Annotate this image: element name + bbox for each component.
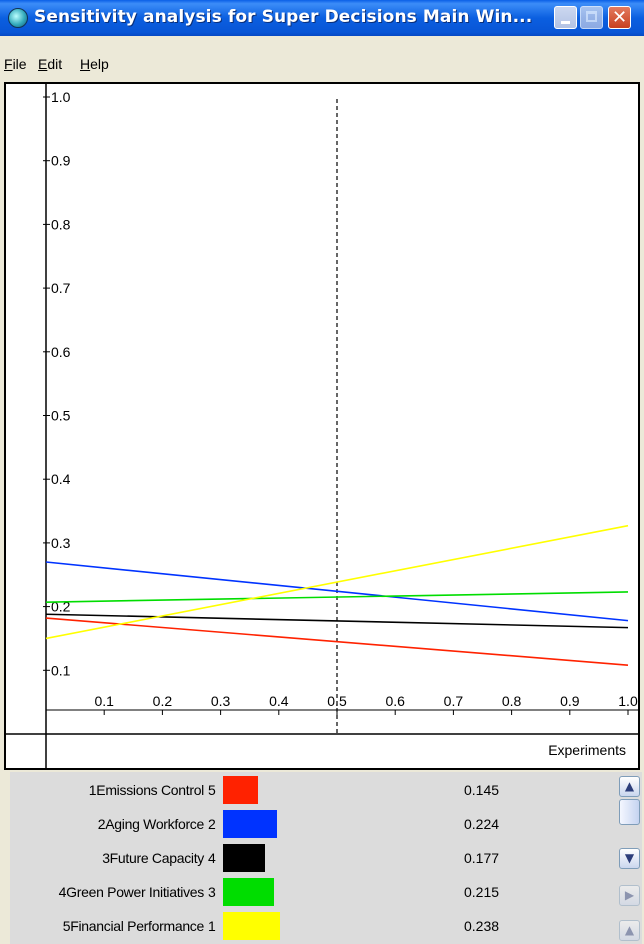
legend-label: 2Aging Workforce [97, 816, 205, 832]
chevron-up-icon: ▲ [624, 779, 635, 793]
y-tick-label: 0.7 [51, 280, 71, 296]
legend-swatch-bar [223, 810, 277, 838]
x-tick-label: 0.6 [385, 693, 405, 709]
y-tick-label: 0.6 [51, 344, 71, 360]
legend-row[interactable]: 5Financial Performance 1 0.238 [10, 908, 610, 942]
menu-edit[interactable]: Edit [38, 56, 63, 72]
x-tick-label: 0.7 [444, 693, 464, 709]
maximize-button[interactable] [580, 6, 603, 29]
legend-swatch-bar [223, 912, 280, 940]
legend-value: 0.145 [464, 782, 500, 798]
x-axis-title: Experiments [548, 742, 626, 758]
chevron-down-icon: ▼ [624, 851, 635, 865]
legend-rank: 1 [208, 918, 216, 934]
legend-rank: 3 [208, 884, 216, 900]
y-tick-label: 0.3 [51, 535, 71, 551]
menu-file[interactable]: File [4, 56, 27, 72]
legend-swatch-bar [223, 878, 274, 906]
legend-row[interactable]: 1Emissions Control 5 0.145 [10, 772, 610, 806]
series-line [45, 617, 629, 667]
legend-rank: 4 [208, 850, 216, 866]
sensitivity-chart: 0.1 0.2 0.3 0.4 0.5 0.6 0.7 0.8 0.9 1.0 0.1 0.2 0.3 0… [4, 82, 640, 770]
scroll-thumb[interactable] [619, 799, 640, 825]
menu-accesskey: F [4, 56, 13, 72]
chevron-up-icon: ▲ [624, 923, 635, 937]
menu-help[interactable]: Help [80, 56, 109, 72]
close-icon: ✕ [611, 7, 628, 28]
x-tick-label: 0.2 [153, 693, 173, 709]
y-tick-label: 0.9 [51, 153, 71, 169]
y-tick-label: 0.1 [51, 662, 71, 678]
series-line [45, 591, 629, 603]
legend-rank: 5 [208, 782, 216, 798]
legend-value: 0.215 [464, 884, 500, 900]
minimize-button[interactable] [554, 6, 577, 29]
legend-value: 0.177 [464, 850, 500, 866]
series-line [45, 613, 629, 629]
menu-accesskey: H [80, 56, 91, 72]
legend-value: 0.238 [464, 918, 500, 934]
menu-bar: File Edit Help [0, 36, 644, 82]
legend-swatch-bar [223, 776, 258, 804]
refresh-cycle-icon [8, 8, 28, 28]
maximize-icon [586, 11, 597, 22]
y-tick-label: 1.0 [51, 89, 71, 105]
legend-label: 1Emissions Control [88, 782, 205, 798]
scroll-up-button[interactable]: ▲ [619, 776, 640, 797]
scroll-up-secondary-button[interactable]: ▲ [619, 920, 640, 941]
x-tick-label: 1.0 [618, 693, 638, 709]
legend-label: 3Future Capacity [102, 850, 204, 866]
legend-scrollbar[interactable]: ▲ ▼ ▶ ▲ [617, 772, 642, 944]
series-line [45, 561, 629, 622]
window-title: Sensitivity analysis for Super Decisions… [34, 7, 533, 27]
x-tick-label: 0.9 [560, 693, 580, 709]
series-line [45, 524, 629, 640]
legend-label: 4Green Power Initiatives [58, 884, 205, 900]
title-bar[interactable]: Sensitivity analysis for Super Decisions… [0, 0, 644, 36]
legend-rank: 2 [208, 816, 216, 832]
legend-swatch-bar [223, 844, 265, 872]
scroll-right-button[interactable]: ▶ [619, 885, 640, 906]
legend-label: 5Financial Performance [62, 918, 205, 934]
legend-row[interactable]: 2Aging Workforce 2 0.224 [10, 806, 610, 840]
x-tick-label: 0.4 [269, 693, 289, 709]
y-tick-label: 0.8 [51, 216, 71, 232]
legend-row[interactable]: 3Future Capacity 4 0.177 [10, 840, 610, 874]
legend-value: 0.224 [464, 816, 500, 832]
x-tick-label: 0.3 [211, 693, 231, 709]
x-tick-label: 0.8 [502, 693, 522, 709]
y-tick-label: 0.4 [51, 471, 71, 487]
chart-canvas: 0.10.20.30.40.50.60.70.80.91.00.1 0.2 0.3 0… [6, 84, 638, 768]
x-tick-label: 0.1 [94, 693, 114, 709]
legend-panel: 1Emissions Control 5 0.145 2Aging Workforce… [10, 772, 642, 944]
close-button[interactable]: ✕ [608, 6, 631, 29]
y-tick-label: 0.5 [51, 408, 71, 424]
menu-accesskey: E [38, 56, 48, 72]
chevron-right-icon: ▶ [624, 888, 635, 902]
legend-row[interactable]: 4Green Power Initiatives 3 0.215 [10, 874, 610, 908]
minimize-icon [561, 21, 570, 24]
scroll-down-button[interactable]: ▼ [619, 848, 640, 869]
